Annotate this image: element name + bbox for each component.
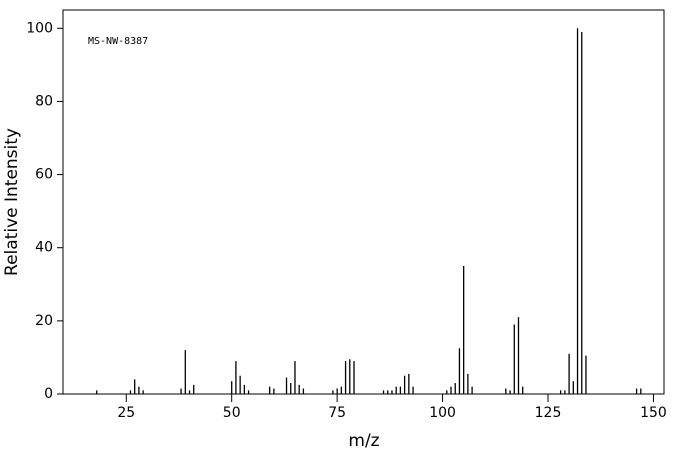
x-tick-label: 25 xyxy=(117,405,135,421)
annotation: MS-NW-8387 xyxy=(88,36,148,47)
x-tick-label: 125 xyxy=(535,405,562,421)
y-axis-label: Relative Intensity xyxy=(2,128,22,276)
y-tick-label: 60 xyxy=(35,167,53,183)
y-tick-label: 0 xyxy=(44,386,53,402)
x-tick-label: 50 xyxy=(223,405,241,421)
y-tick-label: 40 xyxy=(35,240,53,256)
y-tick-label: 80 xyxy=(35,93,53,109)
x-tick-label: 75 xyxy=(328,405,346,421)
y-tick-label: 100 xyxy=(26,20,53,36)
x-axis-label: m/z xyxy=(348,431,379,451)
x-tick-label: 150 xyxy=(640,405,667,421)
plot-frame xyxy=(62,9,665,395)
y-tick-label: 20 xyxy=(35,313,53,329)
x-tick-label: 100 xyxy=(429,405,456,421)
